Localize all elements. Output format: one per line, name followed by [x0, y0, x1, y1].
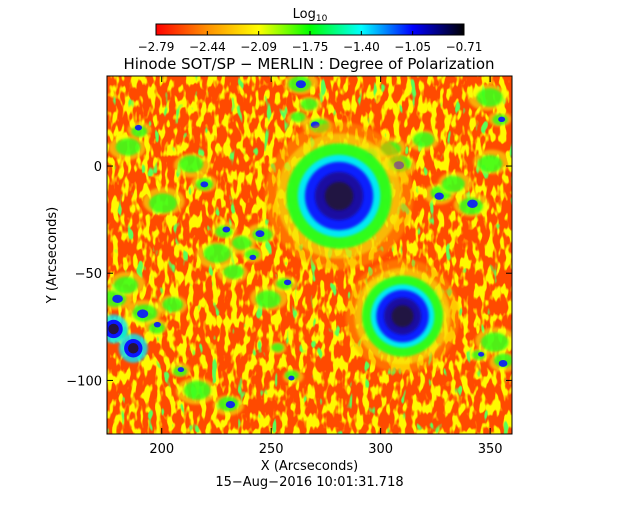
colorbar-tick-label: −1.75	[292, 40, 329, 54]
magnetic-features	[107, 76, 512, 416]
colorbar-tick-label: −1.05	[394, 40, 431, 54]
network-patch	[412, 132, 435, 148]
network-core	[225, 400, 236, 409]
colorbar-tick-label: −2.79	[138, 40, 175, 54]
colorbar-label: Log10	[293, 7, 328, 24]
network-core	[177, 367, 185, 373]
network-core	[498, 360, 508, 367]
network-core	[249, 254, 257, 260]
x-tick-label: 300	[368, 442, 393, 457]
network-core	[153, 321, 161, 328]
network-core	[478, 351, 485, 357]
sunspot-1-ring	[324, 181, 354, 211]
network-core	[200, 181, 209, 188]
colorbar-label-log: Log	[293, 7, 316, 22]
network-patch	[480, 332, 509, 352]
observation-timestamp: 15−Aug−2016 10:01:31.718	[215, 475, 403, 490]
network-core	[255, 230, 265, 238]
colorbar-tick-label: −2.44	[189, 40, 226, 54]
network-patch	[290, 111, 306, 123]
colorbar-tick-label: −0.71	[446, 40, 483, 54]
network-patch	[149, 193, 178, 214]
network-core	[222, 226, 231, 233]
x-tick-label: 250	[259, 442, 284, 457]
network-core	[283, 279, 292, 286]
colorbar-label-subscript: 10	[316, 14, 328, 24]
network-patch	[232, 236, 252, 250]
y-tick-label: −100	[66, 374, 102, 389]
network-core	[434, 192, 444, 200]
network-patch	[476, 88, 503, 107]
colorbar-ticks: −2.79 −2.44 −2.09 −1.75 −1.40 −1.05 −0.71	[138, 31, 483, 54]
y-tick-label: −50	[75, 267, 102, 282]
x-axis-label: X (Arcseconds)	[261, 459, 358, 474]
image-frame	[106, 75, 513, 435]
y-axis: 0 −50 −100	[66, 160, 512, 389]
colorbar-tick-label: −2.09	[240, 40, 277, 54]
network-core	[112, 294, 123, 304]
network-patch	[162, 297, 183, 312]
image-title: Hinode SOT/SP − MERLIN : Degree of Polar…	[123, 55, 494, 73]
network-patch	[113, 276, 138, 294]
network-core	[467, 199, 478, 208]
network-core	[498, 116, 506, 123]
pore-1-core	[108, 323, 119, 335]
network-patch	[255, 290, 281, 309]
x-axis: 200 250 300 350	[149, 76, 503, 457]
polarization-image	[106, 75, 513, 435]
network-core	[295, 80, 306, 89]
y-axis-label: Y (Arcseconds)	[45, 207, 60, 304]
network-patch	[223, 264, 244, 279]
network-patch	[300, 98, 318, 111]
network-patch	[183, 380, 211, 400]
network-patch	[178, 155, 204, 173]
sunspot-2-ring	[391, 305, 414, 328]
x-tick-label: 200	[149, 442, 174, 457]
network-core	[288, 375, 295, 381]
network-patch	[441, 175, 465, 192]
colorbar-tick-label: −1.40	[343, 40, 380, 54]
pore-2-core	[128, 342, 139, 354]
network-patch	[115, 138, 141, 156]
network-core	[134, 124, 143, 131]
network-core	[137, 309, 149, 319]
network-patch	[203, 243, 231, 263]
network-patch	[271, 343, 284, 352]
x-tick-label: 350	[478, 442, 503, 457]
colorbar: Log10 −2.79 −2.44 −2.09 −1.75 −1.40 −1.05 −0.7…	[138, 7, 483, 54]
network-patch	[477, 155, 503, 173]
y-tick-label: 0	[94, 160, 102, 175]
